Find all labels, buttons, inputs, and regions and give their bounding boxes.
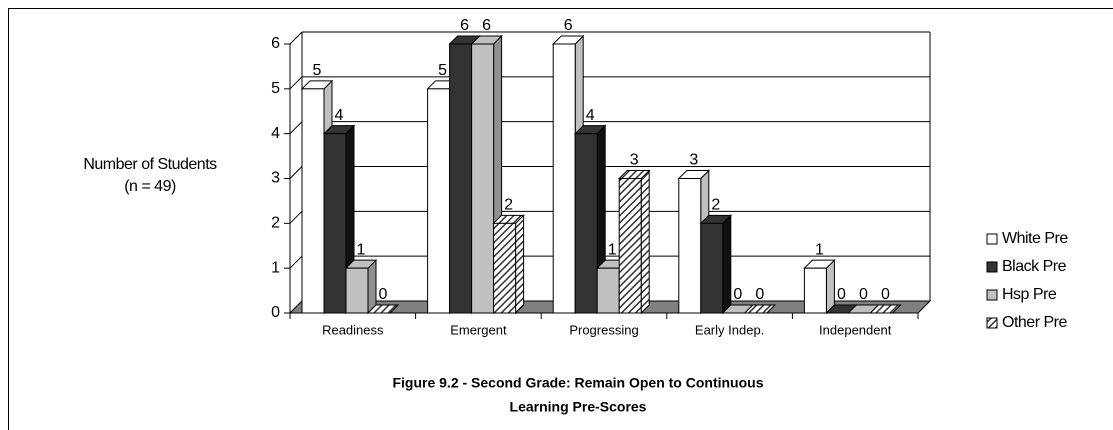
data-label: 3 — [689, 152, 698, 169]
bar-face — [367, 258, 377, 315]
legend-label: White Pre — [1002, 230, 1068, 247]
grid-line — [289, 121, 303, 135]
data-label: 1 — [815, 241, 824, 258]
grid-line — [289, 210, 303, 224]
bar-face — [678, 178, 702, 314]
bar-face — [515, 214, 525, 315]
frame — [8, 8, 1113, 430]
bar-face — [427, 88, 451, 314]
bar — [492, 214, 525, 315]
data-label: 1 — [608, 241, 617, 258]
data-label: 4 — [586, 107, 595, 124]
y-axis-label: Number of Students — [83, 156, 217, 173]
grid-line — [289, 166, 303, 179]
bar-face — [700, 222, 724, 314]
data-label: 5 — [438, 62, 447, 79]
data-label: 2 — [504, 197, 513, 214]
legend-swatch — [986, 233, 998, 245]
y-tick-label: 4 — [271, 125, 280, 142]
bar-face — [345, 267, 369, 314]
y-tick-label: 3 — [271, 170, 280, 187]
grid-line — [289, 76, 303, 90]
bar-face — [323, 133, 347, 314]
x-tick-label: Progressing — [569, 322, 638, 337]
data-label: 6 — [460, 17, 469, 34]
bar — [743, 304, 777, 314]
bar-face — [618, 178, 642, 314]
bar — [366, 304, 400, 314]
grid-line — [289, 255, 303, 269]
bar-face — [471, 43, 495, 314]
grid-line — [289, 31, 303, 45]
x-tick-label: Early Indep. — [695, 322, 764, 337]
y-axis-label: (n = 49) — [124, 178, 176, 195]
legend-label: Black Pre — [1002, 258, 1067, 275]
bar — [699, 214, 733, 315]
bar-face — [552, 43, 576, 314]
data-label: 0 — [837, 286, 846, 303]
bar-face — [493, 222, 517, 314]
data-label: 5 — [313, 62, 322, 79]
bar-face — [574, 133, 598, 314]
data-label: 0 — [881, 286, 890, 303]
x-tick-label: Independent — [819, 322, 892, 337]
bar-face — [640, 169, 650, 315]
bar-face — [825, 258, 835, 315]
data-label: 0 — [755, 286, 764, 303]
data-label: 6 — [564, 17, 573, 34]
data-label: 1 — [357, 241, 366, 258]
data-label: 6 — [482, 17, 491, 34]
data-label: 3 — [630, 152, 639, 169]
legend-swatch — [986, 317, 998, 329]
bar — [617, 169, 651, 315]
chart-title: Learning Pre-Scores — [510, 399, 647, 415]
y-tick-label: 0 — [271, 304, 280, 321]
bar — [869, 304, 902, 314]
bar — [344, 258, 378, 315]
data-label: 0 — [733, 286, 742, 303]
bar — [803, 258, 836, 315]
x-tick-label: Readiness — [322, 322, 384, 337]
legend-label: Other Pre — [1002, 314, 1067, 331]
legend-label: Hsp Pre — [1002, 286, 1057, 303]
data-label: 4 — [335, 107, 344, 124]
bar-face — [803, 267, 827, 314]
chart-title: Figure 9.2 - Second Grade: Remain Open t… — [392, 375, 763, 391]
y-tick-label: 5 — [271, 80, 280, 97]
y-tick-label: 1 — [271, 259, 280, 276]
bar-face — [743, 304, 777, 314]
legend-swatch — [986, 289, 998, 301]
bar-face — [722, 214, 732, 315]
bar-face — [596, 267, 620, 314]
bar-face — [301, 88, 325, 314]
y-tick-label: 6 — [271, 35, 280, 52]
data-label: 0 — [379, 286, 388, 303]
legend-swatch — [986, 261, 998, 273]
bar-face — [449, 43, 473, 314]
x-tick-label: Emergent — [450, 322, 507, 337]
data-label: 0 — [859, 286, 868, 303]
bar-face — [366, 304, 400, 314]
data-label: 2 — [711, 197, 720, 214]
y-tick-label: 2 — [271, 215, 280, 232]
bar-face — [869, 304, 902, 314]
